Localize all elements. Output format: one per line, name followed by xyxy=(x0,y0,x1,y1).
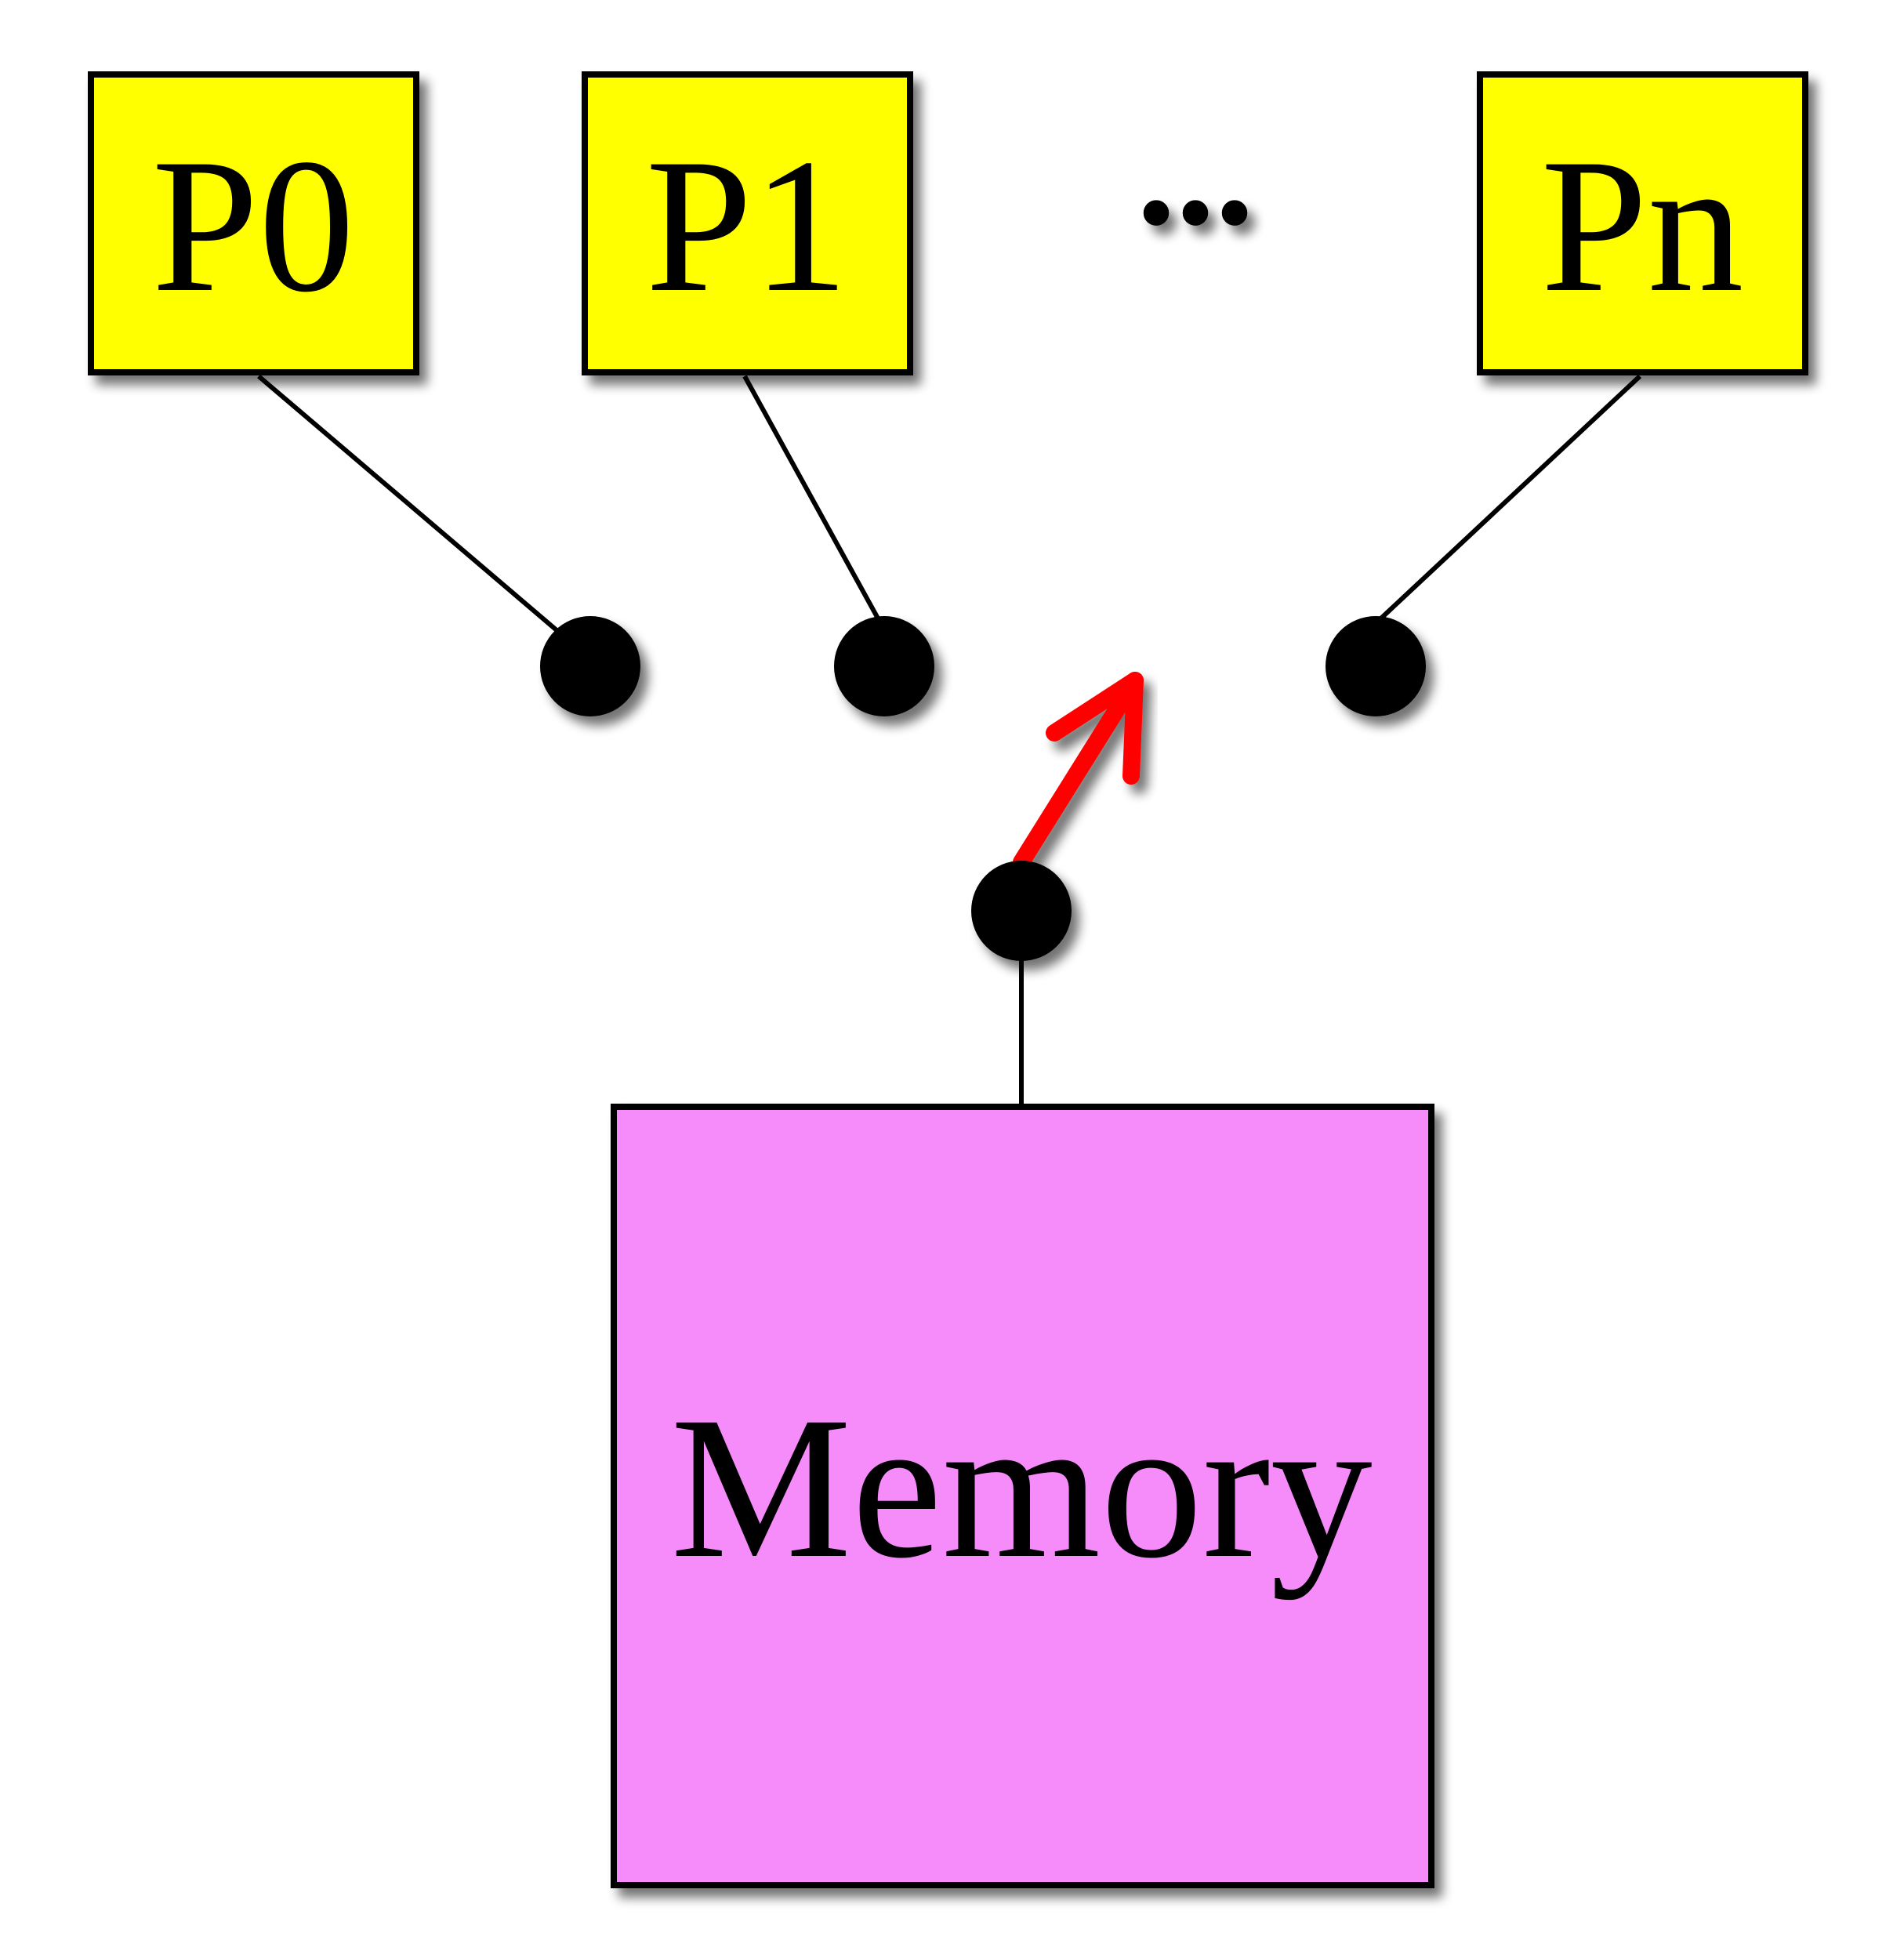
p0-contact-dot xyxy=(540,616,640,716)
processor-pn-label: Pn xyxy=(1541,119,1744,332)
p1-contact-dot xyxy=(834,616,934,716)
processor-pn: Pn xyxy=(1477,71,1808,375)
pn-connector-line xyxy=(1371,374,1642,628)
processor-p0-label: P0 xyxy=(152,119,355,332)
pn-contact-dot xyxy=(1326,616,1426,716)
memory-block: Memory xyxy=(611,1104,1434,1888)
processor-p1-label: P1 xyxy=(646,119,849,332)
memory-label: Memory xyxy=(670,1375,1372,1601)
processor-p1: P1 xyxy=(582,71,913,375)
p0-connector-line xyxy=(257,374,589,659)
processor-p0: P0 xyxy=(88,71,419,375)
p1-connector-line xyxy=(742,375,884,627)
processor-ellipsis: ... xyxy=(1137,85,1254,258)
switch-arrow xyxy=(1013,672,1144,871)
switch-pivot-dot xyxy=(971,861,1072,961)
